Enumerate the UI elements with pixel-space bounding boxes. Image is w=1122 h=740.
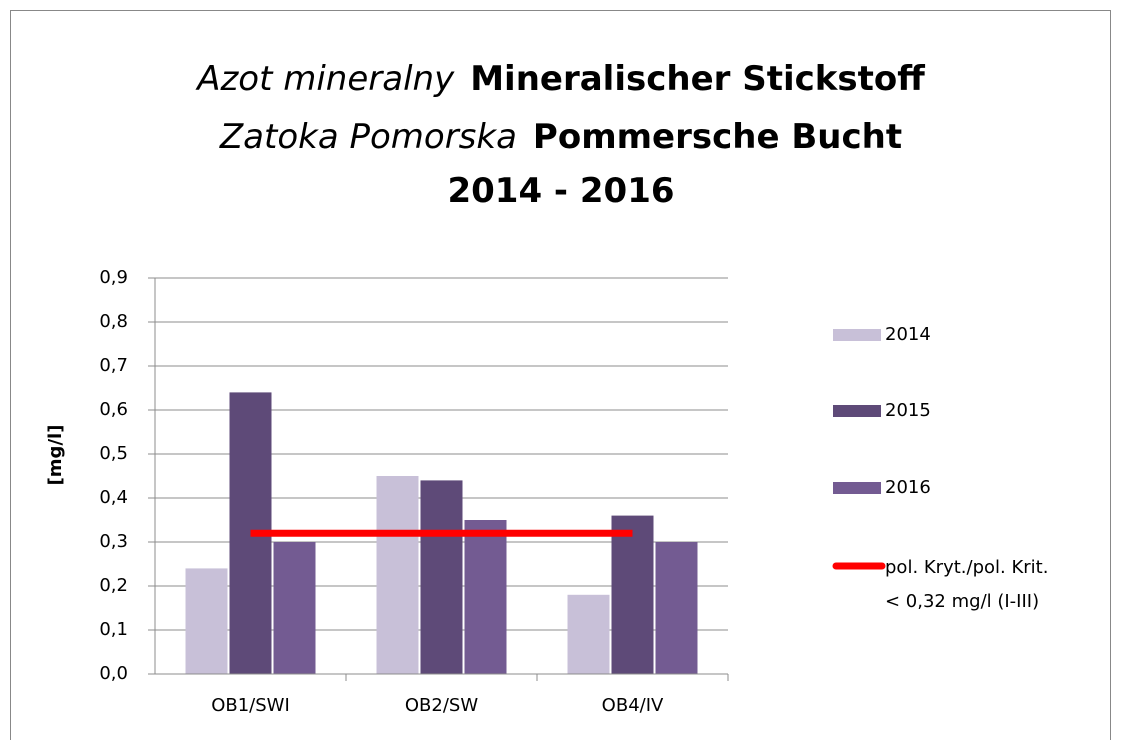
bar: [655, 542, 698, 674]
bar: [185, 568, 228, 674]
title-bold: Pommersche Bucht: [533, 117, 902, 157]
y-tick-label: 0,5: [99, 443, 128, 464]
legend-label: 2015: [885, 400, 931, 421]
y-tick-label: 0,2: [99, 575, 128, 596]
y-tick-label: 0,8: [99, 311, 128, 332]
bar: [420, 480, 463, 674]
title-italic: Zatoka Pomorska: [219, 117, 517, 157]
y-tick-label: 0,9: [99, 267, 128, 288]
y-tick-label: 0,4: [99, 487, 128, 508]
legend-swatch: [833, 405, 881, 417]
y-tick-label: 0,3: [99, 531, 128, 552]
y-tick-label: 0,1: [99, 619, 128, 640]
legend-label: pol. Kryt./pol. Krit.: [885, 557, 1048, 578]
legend-label: 2016: [885, 477, 931, 498]
legend-swatch: [833, 482, 881, 494]
y-tick-label: 0,7: [99, 355, 128, 376]
legend-label: 2014: [885, 324, 931, 345]
y-tick-label: 0,0: [99, 663, 128, 684]
chart-title: Azot mineralny Mineralischer Stickstoff: [195, 59, 925, 99]
y-tick-label: 0,6: [99, 399, 128, 420]
y-axis-label: [mg/l]: [45, 425, 66, 486]
bar: [611, 515, 654, 674]
title-italic: Azot mineralny: [195, 59, 455, 99]
title-bold: Mineralischer Stickstoff: [470, 59, 925, 99]
x-tick-label: OB2/SW: [405, 695, 478, 716]
legend-label: < 0,32 mg/l (I-III): [885, 591, 1039, 612]
chart-title: Zatoka Pomorska Pommersche Bucht: [219, 117, 902, 157]
x-tick-label: OB1/SWI: [211, 695, 290, 716]
bar: [567, 594, 610, 674]
x-tick-label: OB4/IV: [602, 695, 664, 716]
bar: [376, 476, 419, 674]
legend-swatch: [833, 329, 881, 341]
title-bold: 2014 - 2016: [447, 171, 674, 211]
bar: [464, 520, 507, 674]
bar: [273, 542, 316, 674]
chart-title: 2014 - 2016: [447, 171, 674, 211]
